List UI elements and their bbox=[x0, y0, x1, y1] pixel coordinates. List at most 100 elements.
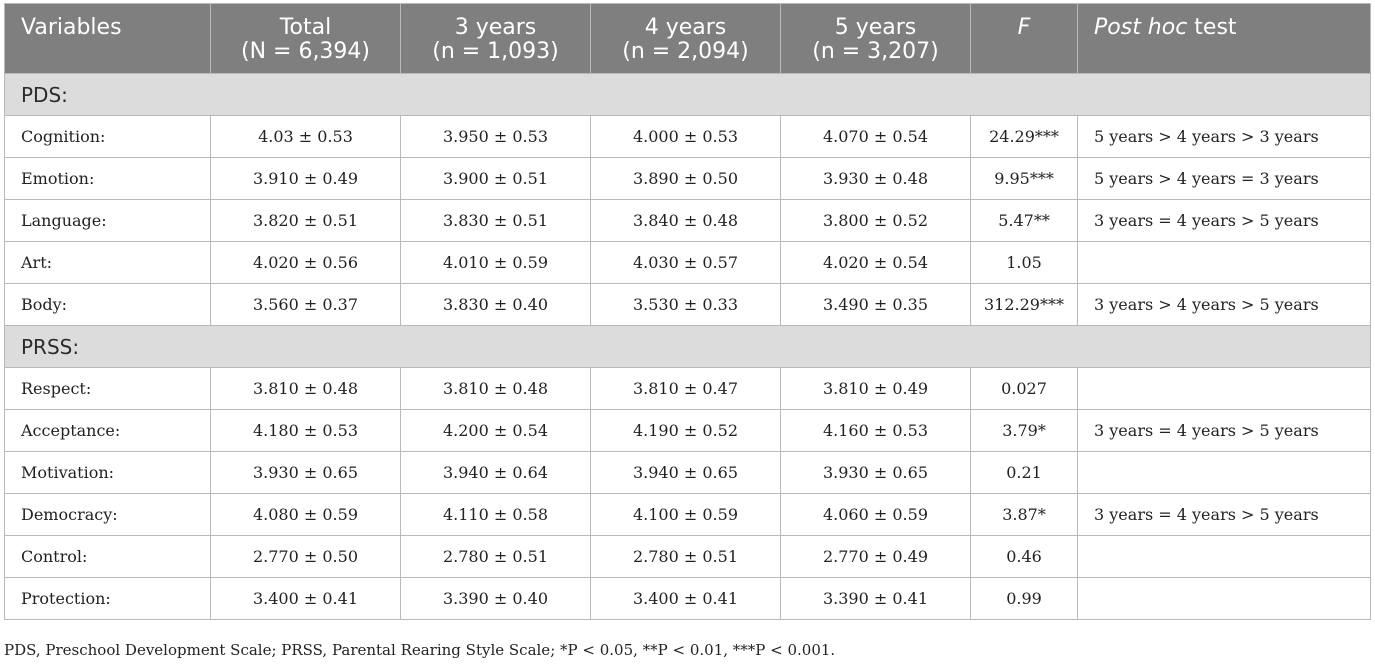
cell-post-hoc bbox=[1077, 367, 1371, 410]
cell-4-years: 3.530 ± 0.33 bbox=[590, 283, 781, 326]
cell-4-years: 2.780 ± 0.51 bbox=[590, 535, 781, 578]
cell-total: 3.820 ± 0.51 bbox=[210, 199, 401, 242]
cell-5-years: 3.800 ± 0.52 bbox=[780, 199, 971, 242]
cell-variable: Body: bbox=[4, 283, 211, 326]
cell-f: 9.95*** bbox=[970, 157, 1078, 200]
cell-3-years: 2.780 ± 0.51 bbox=[400, 535, 591, 578]
cell-3-years: 4.200 ± 0.54 bbox=[400, 409, 591, 452]
table-row: Acceptance: 4.180 ± 0.53 4.200 ± 0.54 4.190… bbox=[4, 409, 1371, 452]
cell-4-years: 3.940 ± 0.65 bbox=[590, 451, 781, 494]
cell-5-years: 4.160 ± 0.53 bbox=[780, 409, 971, 452]
table-row: Emotion: 3.910 ± 0.49 3.900 ± 0.51 3.890 ± … bbox=[4, 157, 1371, 200]
cell-3-years: 3.830 ± 0.40 bbox=[400, 283, 591, 326]
cell-variable: Art: bbox=[4, 241, 211, 284]
cell-post-hoc: 5 years > 4 years > 3 years bbox=[1077, 115, 1371, 158]
cell-4-years: 3.810 ± 0.47 bbox=[590, 367, 781, 410]
cell-f: 24.29*** bbox=[970, 115, 1078, 158]
cell-5-years: 3.390 ± 0.41 bbox=[780, 577, 971, 620]
cell-5-years: 4.060 ± 0.59 bbox=[780, 493, 971, 536]
cell-post-hoc bbox=[1077, 535, 1371, 578]
cell-f: 0.46 bbox=[970, 535, 1078, 578]
col-header-variables: Variables bbox=[4, 3, 211, 74]
col-header-3-years: 3 years (n = 1,093) bbox=[400, 3, 591, 74]
section-label: PRSS: bbox=[4, 325, 1371, 368]
cell-4-years: 4.190 ± 0.52 bbox=[590, 409, 781, 452]
cell-post-hoc bbox=[1077, 451, 1371, 494]
cell-5-years: 3.490 ± 0.35 bbox=[780, 283, 971, 326]
cell-total: 2.770 ± 0.50 bbox=[210, 535, 401, 578]
cell-total: 3.930 ± 0.65 bbox=[210, 451, 401, 494]
table-row: Language: 3.820 ± 0.51 3.830 ± 0.51 3.840 ±… bbox=[4, 199, 1371, 242]
cell-variable: Respect: bbox=[4, 367, 211, 410]
cell-total: 3.810 ± 0.48 bbox=[210, 367, 401, 410]
cell-5-years: 3.930 ± 0.65 bbox=[780, 451, 971, 494]
cell-total: 4.080 ± 0.59 bbox=[210, 493, 401, 536]
cell-3-years: 3.940 ± 0.64 bbox=[400, 451, 591, 494]
cell-total: 3.910 ± 0.49 bbox=[210, 157, 401, 200]
table-row: Art: 4.020 ± 0.56 4.010 ± 0.59 4.030 ± 0.57… bbox=[4, 241, 1371, 284]
cell-total: 4.180 ± 0.53 bbox=[210, 409, 401, 452]
section-label: PDS: bbox=[4, 73, 1371, 116]
cell-5-years: 4.070 ± 0.54 bbox=[780, 115, 971, 158]
cell-5-years: 3.810 ± 0.49 bbox=[780, 367, 971, 410]
cell-variable: Protection: bbox=[4, 577, 211, 620]
col-header-post-hoc: Post hoc test bbox=[1077, 3, 1371, 74]
cell-4-years: 3.890 ± 0.50 bbox=[590, 157, 781, 200]
table-row: Cognition: 4.03 ± 0.53 3.950 ± 0.53 4.000 ±… bbox=[4, 115, 1371, 158]
section-row: PDS: bbox=[4, 73, 1371, 116]
cell-total: 3.560 ± 0.37 bbox=[210, 283, 401, 326]
cell-post-hoc bbox=[1077, 577, 1371, 620]
cell-total: 4.020 ± 0.56 bbox=[210, 241, 401, 284]
cell-variable: Cognition: bbox=[4, 115, 211, 158]
table-row: Respect: 3.810 ± 0.48 3.810 ± 0.48 3.810 ± … bbox=[4, 367, 1371, 410]
cell-3-years: 4.010 ± 0.59 bbox=[400, 241, 591, 284]
cell-f: 312.29*** bbox=[970, 283, 1078, 326]
cell-variable: Control: bbox=[4, 535, 211, 578]
col-header-total: Total (N = 6,394) bbox=[210, 3, 401, 74]
col-header-5-years: 5 years (n = 3,207) bbox=[780, 3, 971, 74]
cell-4-years: 3.400 ± 0.41 bbox=[590, 577, 781, 620]
cell-f: 0.027 bbox=[970, 367, 1078, 410]
cell-post-hoc: 3 years = 4 years > 5 years bbox=[1077, 493, 1371, 536]
table-header: Variables Total (N = 6,394) 3 years (n = 1… bbox=[4, 3, 1371, 74]
table-body: PDS: Cognition: 4.03 ± 0.53 3.950 ± 0.53 4.0… bbox=[4, 73, 1371, 620]
cell-f: 1.05 bbox=[970, 241, 1078, 284]
cell-variable: Acceptance: bbox=[4, 409, 211, 452]
cell-5-years: 2.770 ± 0.49 bbox=[780, 535, 971, 578]
cell-f: 5.47** bbox=[970, 199, 1078, 242]
cell-3-years: 4.110 ± 0.58 bbox=[400, 493, 591, 536]
cell-4-years: 4.100 ± 0.59 bbox=[590, 493, 781, 536]
cell-variable: Language: bbox=[4, 199, 211, 242]
cell-post-hoc: 5 years > 4 years = 3 years bbox=[1077, 157, 1371, 200]
table-row: Democracy: 4.080 ± 0.59 4.110 ± 0.58 4.100 … bbox=[4, 493, 1371, 536]
cell-variable: Emotion: bbox=[4, 157, 211, 200]
cell-f: 3.87* bbox=[970, 493, 1078, 536]
table-footnote: PDS, Preschool Development Scale; PRSS, … bbox=[4, 641, 836, 659]
cell-f: 3.79* bbox=[970, 409, 1078, 452]
cell-post-hoc bbox=[1077, 241, 1371, 284]
cell-3-years: 3.950 ± 0.53 bbox=[400, 115, 591, 158]
table-row: Motivation: 3.930 ± 0.65 3.940 ± 0.64 3.940… bbox=[4, 451, 1371, 494]
cell-variable: Motivation: bbox=[4, 451, 211, 494]
cell-4-years: 4.000 ± 0.53 bbox=[590, 115, 781, 158]
cell-variable: Democracy: bbox=[4, 493, 211, 536]
cell-f: 0.99 bbox=[970, 577, 1078, 620]
table-row: Body: 3.560 ± 0.37 3.830 ± 0.40 3.530 ± 0.3… bbox=[4, 283, 1371, 326]
section-row: PRSS: bbox=[4, 325, 1371, 368]
cell-5-years: 3.930 ± 0.48 bbox=[780, 157, 971, 200]
results-table: Variables Total (N = 6,394) 3 years (n = 1… bbox=[4, 3, 1371, 620]
table-row: Control: 2.770 ± 0.50 2.780 ± 0.51 2.780 ± … bbox=[4, 535, 1371, 578]
cell-3-years: 3.810 ± 0.48 bbox=[400, 367, 591, 410]
table-row: Protection: 3.400 ± 0.41 3.390 ± 0.40 3.400… bbox=[4, 577, 1371, 620]
cell-5-years: 4.020 ± 0.54 bbox=[780, 241, 971, 284]
cell-3-years: 3.830 ± 0.51 bbox=[400, 199, 591, 242]
cell-post-hoc: 3 years > 4 years > 5 years bbox=[1077, 283, 1371, 326]
cell-3-years: 3.900 ± 0.51 bbox=[400, 157, 591, 200]
cell-post-hoc: 3 years = 4 years > 5 years bbox=[1077, 199, 1371, 242]
cell-total: 4.03 ± 0.53 bbox=[210, 115, 401, 158]
col-header-f: F bbox=[970, 3, 1078, 74]
col-header-4-years: 4 years (n = 2,094) bbox=[590, 3, 781, 74]
cell-post-hoc: 3 years = 4 years > 5 years bbox=[1077, 409, 1371, 452]
cell-f: 0.21 bbox=[970, 451, 1078, 494]
cell-4-years: 4.030 ± 0.57 bbox=[590, 241, 781, 284]
